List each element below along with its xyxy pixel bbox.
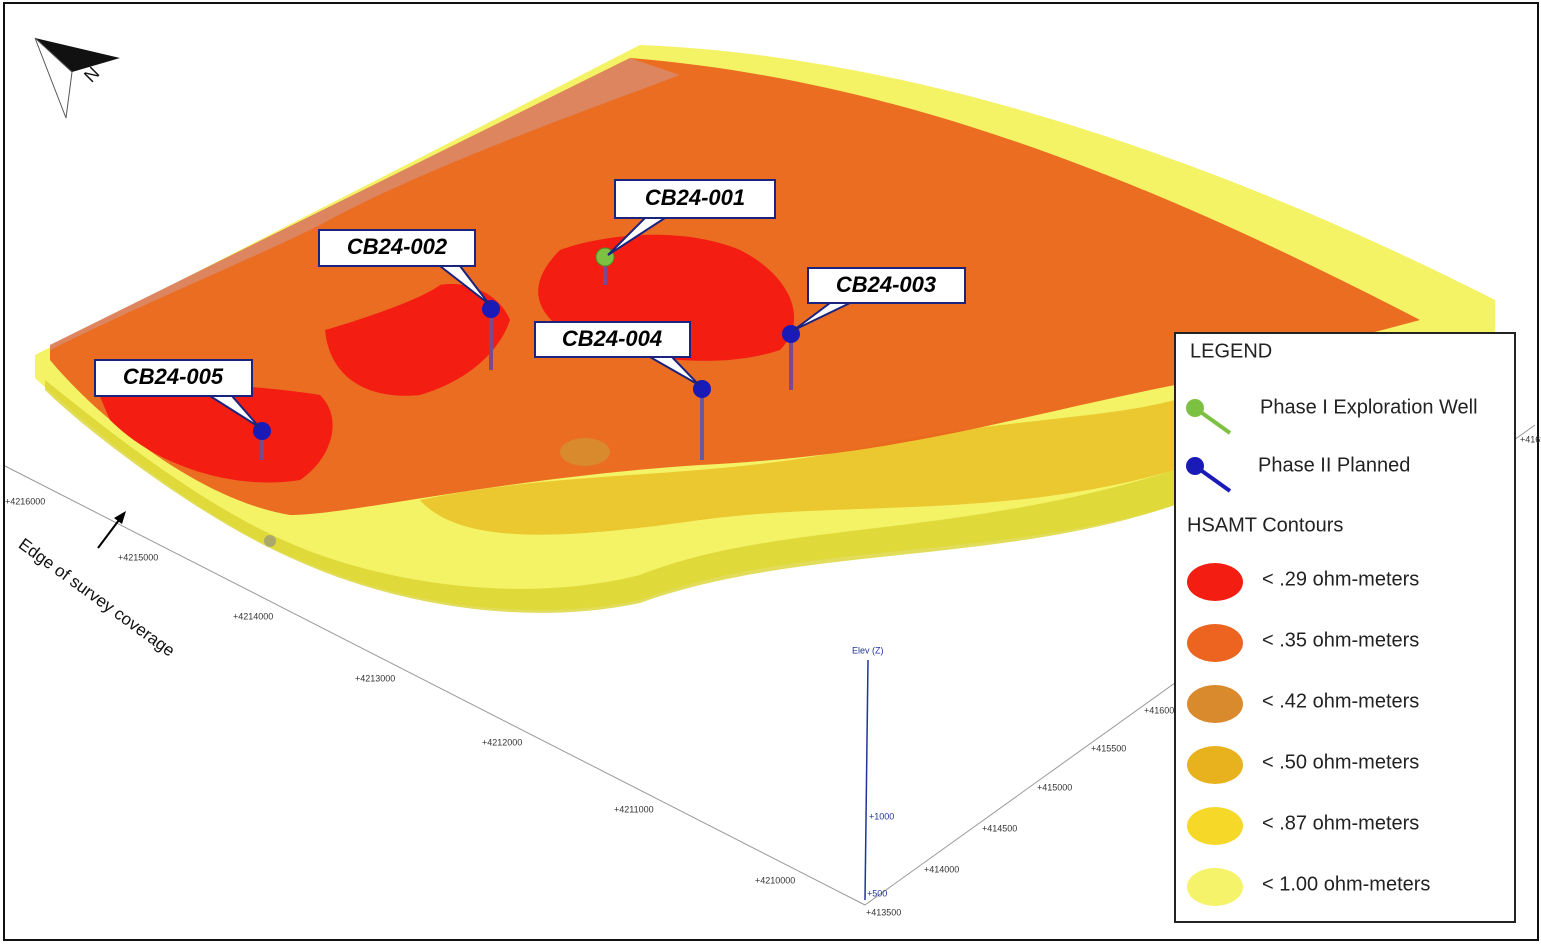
axis-labels: +4216000 +4215000 +4214000 +4213000 +421…	[5, 434, 1541, 917]
well-pins	[253, 247, 800, 547]
northing-label: +4212000	[482, 737, 522, 747]
legend-label: < .42 ohm-meters	[1262, 690, 1419, 712]
legend-swatch	[1187, 624, 1243, 662]
elevation-axis	[864, 659, 869, 901]
legend-swatch	[1187, 807, 1243, 845]
legend-swatch	[1187, 563, 1243, 601]
legend-label: < .50 ohm-meters	[1262, 751, 1419, 773]
elevation-title: Elev (Z)	[852, 645, 884, 655]
legend-title: LEGEND	[1190, 340, 1272, 362]
legend-label: Phase II Planned	[1258, 454, 1410, 476]
northing-axis	[4, 465, 866, 906]
legend-swatch	[1187, 685, 1243, 723]
northing-label: +4215000	[118, 552, 158, 562]
legend-label: < .29 ohm-meters	[1262, 568, 1419, 590]
well-label: CB24-004	[562, 326, 662, 351]
well-label: CB24-003	[836, 272, 936, 297]
legend-swatch	[1187, 746, 1243, 784]
legend-label: Phase I Exploration Well	[1260, 396, 1478, 418]
northing-label: +4210000	[755, 875, 795, 885]
legend-label: < 1.00 ohm-meters	[1262, 873, 1430, 895]
easting-label: +415500	[1091, 743, 1126, 753]
well-label: CB24-005	[123, 364, 224, 389]
annotation-arrowhead	[114, 511, 126, 524]
easting-label: +416000	[1144, 705, 1179, 715]
easting-label: +416500	[1520, 434, 1541, 444]
legend: LEGEND HSAMT Contours Phase I Exploratio…	[1174, 332, 1516, 923]
elevation-label: +1000	[869, 811, 894, 821]
northing-label: +4211000	[614, 804, 654, 814]
northing-label: +4214000	[233, 611, 273, 621]
well-label: CB24-001	[645, 185, 745, 210]
resistivity-model	[35, 45, 1495, 613]
legend-swatch	[1187, 868, 1243, 906]
annotation-arrow	[97, 515, 123, 549]
northing-label: +4213000	[355, 673, 395, 683]
well-callouts: CB24-001 CB24-002 CB24-003 CB24-004 CB24…	[94, 179, 966, 428]
easting-label: +414000	[924, 864, 959, 874]
legend-subtitle: HSAMT Contours	[1187, 514, 1343, 536]
legend-label: < .35 ohm-meters	[1262, 629, 1419, 651]
northing-label: +4216000	[5, 496, 45, 506]
legend-pin-head	[1186, 399, 1204, 417]
easting-label: +413500	[866, 907, 901, 917]
legend-label: < .87 ohm-meters	[1262, 812, 1419, 834]
elevation-label: +500	[867, 888, 887, 898]
well-label: CB24-002	[347, 234, 448, 259]
easting-label: +414500	[982, 823, 1017, 833]
legend-pin-head	[1186, 457, 1204, 475]
easting-label: +415000	[1037, 782, 1072, 792]
